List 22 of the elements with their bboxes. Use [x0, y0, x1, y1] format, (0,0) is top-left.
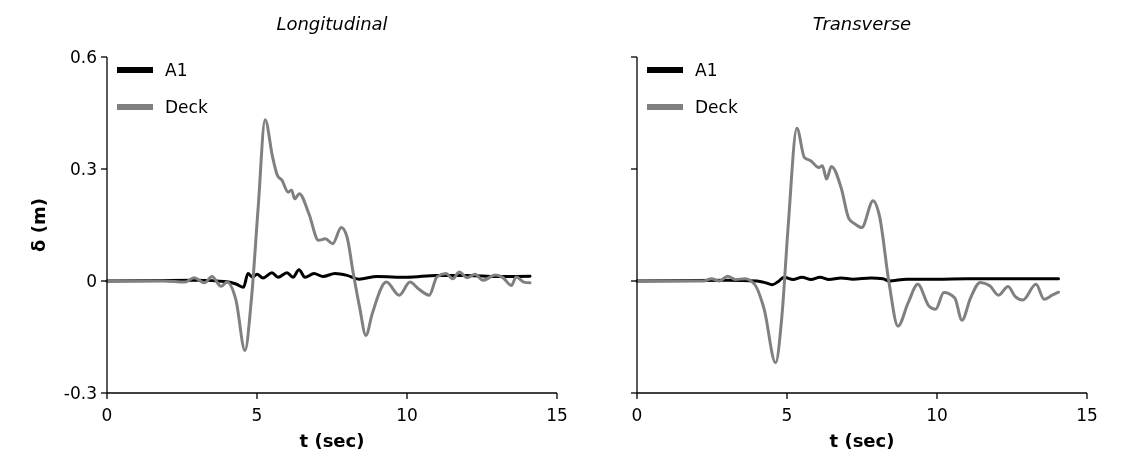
y-tick-label: 0.6	[69, 46, 97, 67]
x-tick-label: 5	[781, 405, 793, 425]
y-tick-label: -0.3	[63, 382, 97, 403]
x-tick-label: 0	[631, 405, 643, 425]
chart-title: Longitudinal	[276, 13, 388, 34]
y-axis-title: δ (m)	[28, 198, 49, 252]
line-series	[105, 118, 532, 352]
chart-title: Transverse	[812, 13, 912, 34]
x-tick-label: 0	[101, 405, 113, 425]
x-axis-title: t (sec)	[299, 430, 365, 451]
x-axis-title: t (sec)	[829, 430, 895, 451]
legend-label: Deck	[695, 96, 738, 117]
y-tick-label: 0.3	[69, 158, 97, 179]
x-tick-label: 5	[251, 405, 263, 425]
x-tick-label: 10	[396, 405, 418, 425]
legend-label: Deck	[165, 96, 208, 117]
x-tick-label: 10	[926, 405, 948, 425]
y-tick-label: 0	[86, 270, 97, 291]
legend-label: A1	[165, 59, 188, 80]
legend-label: A1	[695, 59, 718, 80]
x-tick-label: 15	[1076, 405, 1098, 425]
x-tick-label: 15	[546, 405, 568, 425]
